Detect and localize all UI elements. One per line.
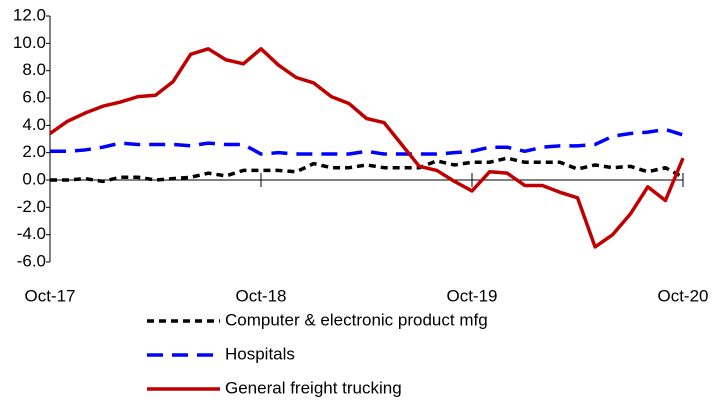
x-tick-label: Oct-17 bbox=[24, 286, 75, 305]
y-tick-label: 0.0 bbox=[22, 169, 46, 188]
y-tick-label: 2.0 bbox=[22, 142, 46, 161]
y-tick-label: 6.0 bbox=[22, 87, 46, 106]
series-line bbox=[50, 127, 684, 156]
series-line bbox=[48, 47, 685, 249]
y-tick-label: 12.0 bbox=[13, 5, 46, 24]
legend-label: Computer & electronic product mfg bbox=[225, 310, 488, 329]
legend-label: Hospitals bbox=[225, 344, 295, 363]
x-tick-label: Oct-19 bbox=[446, 286, 497, 305]
y-tick-label: -6.0 bbox=[17, 251, 46, 270]
x-tick-label: Oct-18 bbox=[235, 286, 286, 305]
y-tick-label: 4.0 bbox=[22, 115, 46, 134]
x-tick-label: Oct-20 bbox=[657, 286, 708, 305]
series-line bbox=[50, 156, 684, 184]
y-tick-label: 10.0 bbox=[13, 33, 46, 52]
y-tick-label: -2.0 bbox=[17, 197, 46, 216]
y-tick-label: 8.0 bbox=[22, 60, 46, 79]
legend-label: General freight trucking bbox=[225, 378, 402, 397]
y-tick-label: -4.0 bbox=[17, 224, 46, 243]
